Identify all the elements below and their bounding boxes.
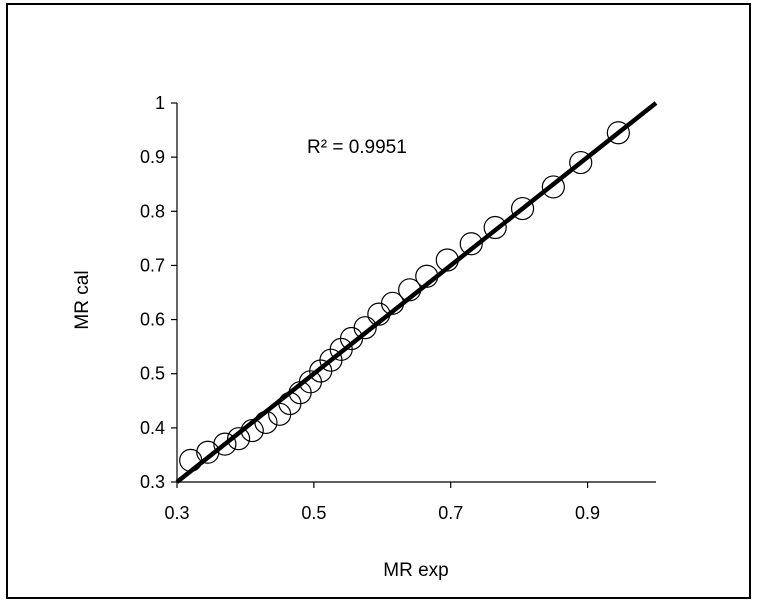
y-tick-label: 0.7 bbox=[140, 255, 165, 275]
x-axis-label: MR exp bbox=[383, 560, 448, 581]
data-point bbox=[353, 316, 377, 340]
data-point bbox=[226, 427, 251, 451]
y-tick-label: 0.3 bbox=[140, 472, 165, 492]
x-tick-label: 0.9 bbox=[575, 503, 600, 523]
data-point bbox=[606, 121, 630, 145]
data-point bbox=[213, 432, 237, 456]
data-point bbox=[541, 175, 565, 199]
data-point bbox=[483, 215, 507, 240]
y-tick-label: 0.8 bbox=[140, 201, 165, 221]
data-point bbox=[510, 196, 535, 221]
data-point bbox=[569, 150, 593, 175]
chart-frame bbox=[6, 3, 751, 599]
data-point bbox=[254, 410, 278, 435]
y-tick-label: 0.9 bbox=[140, 147, 165, 167]
y-ticks: 0.3 0.4 0.5 0.6 0.7 0.8 0.9 1 bbox=[140, 93, 177, 492]
annotation-r2: R² = 0.9951 bbox=[307, 137, 407, 158]
y-axis-label: MR cal bbox=[72, 270, 93, 329]
y-tick-label: 0.6 bbox=[140, 310, 165, 330]
data-points bbox=[179, 121, 630, 472]
x-tick-label: 0.3 bbox=[164, 503, 189, 523]
axes bbox=[176, 103, 656, 483]
y-tick-label: 1 bbox=[155, 93, 165, 113]
y-tick-label: 0.4 bbox=[140, 418, 165, 438]
y-tick-label: 0.5 bbox=[140, 364, 165, 384]
data-point bbox=[459, 232, 483, 256]
data-point bbox=[196, 440, 220, 464]
x-tick-label: 0.7 bbox=[438, 503, 463, 523]
x-tick-label: 0.5 bbox=[301, 503, 326, 523]
data-point bbox=[179, 448, 203, 472]
trendline bbox=[175, 101, 658, 484]
x-ticks: 0.3 0.5 0.7 0.9 bbox=[164, 482, 600, 523]
